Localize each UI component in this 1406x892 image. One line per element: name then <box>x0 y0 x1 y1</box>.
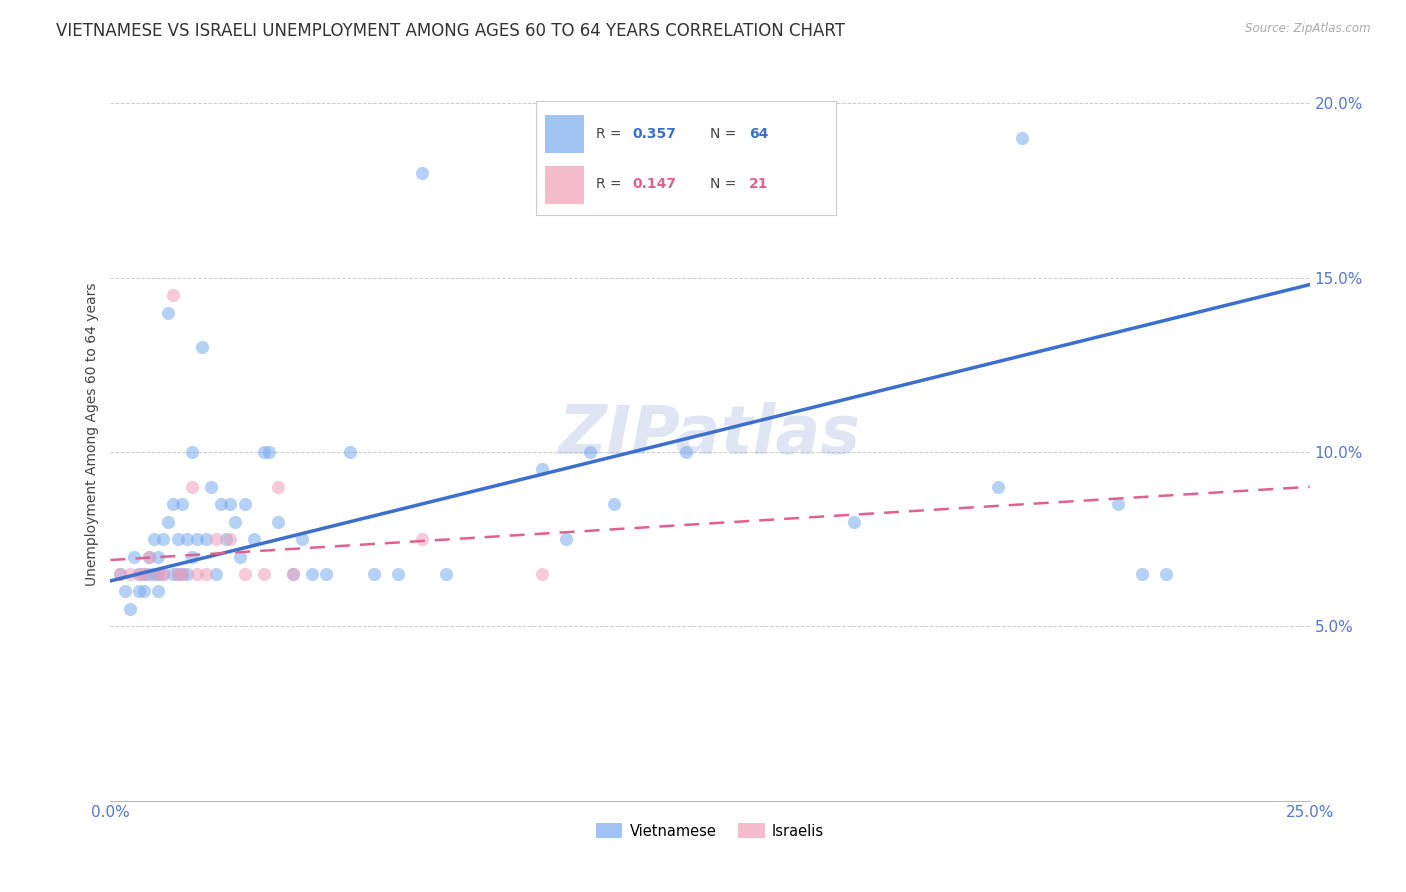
Point <box>675 445 697 459</box>
Y-axis label: Unemployment Among Ages 60 to 64 years: Unemployment Among Ages 60 to 64 years <box>86 283 100 586</box>
Point <box>172 566 194 581</box>
Point <box>186 532 208 546</box>
Point <box>531 566 554 581</box>
Point <box>195 566 218 581</box>
Point <box>253 445 276 459</box>
Point <box>603 497 626 511</box>
Point <box>363 566 385 581</box>
Point <box>281 566 304 581</box>
Point <box>233 566 256 581</box>
Point <box>162 566 184 581</box>
Point <box>243 532 266 546</box>
Point <box>152 566 174 581</box>
Point <box>148 566 170 581</box>
Point <box>195 532 218 546</box>
Point <box>148 566 170 581</box>
Point <box>267 515 290 529</box>
Point <box>224 515 246 529</box>
Point <box>176 532 198 546</box>
Point <box>200 480 222 494</box>
Point <box>172 497 194 511</box>
Point <box>172 566 194 581</box>
Point <box>162 497 184 511</box>
Point <box>124 549 146 564</box>
Point <box>214 532 236 546</box>
Point <box>190 340 212 354</box>
Point <box>132 566 155 581</box>
Point <box>1011 131 1033 145</box>
Point <box>148 584 170 599</box>
Point <box>301 566 323 581</box>
Point <box>166 566 188 581</box>
Point <box>1107 497 1129 511</box>
Point <box>114 584 136 599</box>
Legend: Vietnamese, Israelis: Vietnamese, Israelis <box>591 817 830 845</box>
Point <box>253 566 276 581</box>
Point <box>267 480 290 494</box>
Point <box>842 515 865 529</box>
Point <box>186 566 208 581</box>
Point <box>152 532 174 546</box>
Point <box>156 305 179 319</box>
Point <box>132 584 155 599</box>
Point <box>181 445 204 459</box>
Point <box>162 288 184 302</box>
Point <box>579 445 602 459</box>
Point <box>128 566 150 581</box>
Point <box>209 497 232 511</box>
Point <box>257 445 280 459</box>
Point <box>281 566 304 581</box>
Point <box>128 584 150 599</box>
Text: ZIPatlas: ZIPatlas <box>560 401 860 467</box>
Point <box>166 532 188 546</box>
Point <box>138 549 160 564</box>
Point <box>315 566 337 581</box>
Point <box>108 566 131 581</box>
Point <box>118 566 141 581</box>
Point <box>339 445 361 459</box>
Point <box>229 549 252 564</box>
Point <box>156 515 179 529</box>
Point <box>531 462 554 476</box>
Text: VIETNAMESE VS ISRAELI UNEMPLOYMENT AMONG AGES 60 TO 64 YEARS CORRELATION CHART: VIETNAMESE VS ISRAELI UNEMPLOYMENT AMONG… <box>56 22 845 40</box>
Point <box>132 566 155 581</box>
Point <box>411 166 433 180</box>
Point <box>219 532 242 546</box>
Text: Source: ZipAtlas.com: Source: ZipAtlas.com <box>1246 22 1371 36</box>
Point <box>148 549 170 564</box>
Point <box>233 497 256 511</box>
Point <box>987 480 1010 494</box>
Point <box>411 532 433 546</box>
Point <box>176 566 198 581</box>
Point <box>181 549 204 564</box>
Point <box>1130 566 1153 581</box>
Point <box>387 566 409 581</box>
Point <box>205 532 228 546</box>
Point <box>108 566 131 581</box>
Point <box>291 532 314 546</box>
Point <box>138 566 160 581</box>
Point <box>166 566 188 581</box>
Point <box>138 549 160 564</box>
Point <box>142 532 165 546</box>
Point <box>205 566 228 581</box>
Point <box>1154 566 1177 581</box>
Point <box>128 566 150 581</box>
Point <box>152 566 174 581</box>
Point <box>555 532 578 546</box>
Point <box>118 602 141 616</box>
Point <box>219 497 242 511</box>
Point <box>181 480 204 494</box>
Point <box>142 566 165 581</box>
Point <box>434 566 457 581</box>
